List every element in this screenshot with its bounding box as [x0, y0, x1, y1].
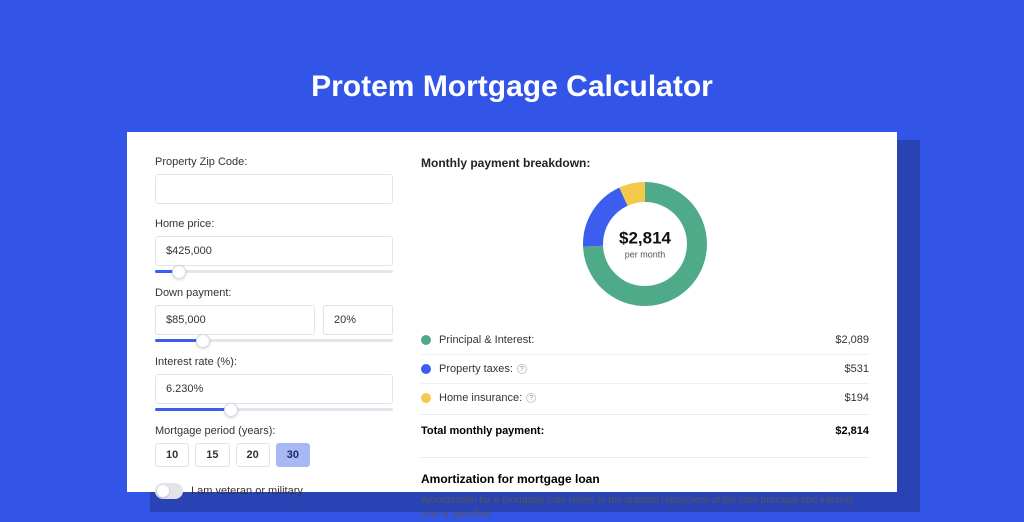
info-icon[interactable]: ?: [526, 393, 536, 403]
legend-dot: [421, 393, 431, 403]
zip-label: Property Zip Code:: [155, 156, 393, 168]
down-payment-amount-input[interactable]: [155, 305, 315, 335]
breakdown-item-label: Principal & Interest:: [439, 334, 835, 346]
breakdown-item: Home insurance:?$194: [421, 384, 869, 412]
legend-dot: [421, 335, 431, 345]
home-price-field: Home price:: [155, 218, 393, 273]
interest-input[interactable]: [155, 374, 393, 404]
amortization-text: Amortization for a mortgage loan refers …: [421, 494, 869, 522]
period-label: Mortgage period (years):: [155, 425, 393, 437]
period-button-15[interactable]: 15: [195, 443, 229, 467]
breakdown-item: Principal & Interest:$2,089: [421, 326, 869, 355]
veteran-label: I am veteran or military: [191, 485, 303, 497]
home-price-input[interactable]: [155, 236, 393, 266]
period-field: Mortgage period (years): 1015 2030: [155, 425, 393, 467]
total-label: Total monthly payment:: [421, 425, 544, 437]
total-value: $2,814: [835, 425, 869, 437]
page-title: Protem Mortgage Calculator: [0, 0, 1024, 132]
zip-field: Property Zip Code:: [155, 156, 393, 204]
calculator-panel: Property Zip Code: Home price: Down paym…: [127, 132, 897, 492]
breakdown-item: Property taxes:?$531: [421, 355, 869, 384]
breakdown-item-label: Home insurance:?: [439, 392, 845, 404]
veteran-row: I am veteran or military: [155, 483, 393, 499]
input-column: Property Zip Code: Home price: Down paym…: [155, 156, 393, 492]
donut-center: $2,814 per month: [619, 229, 671, 260]
home-price-label: Home price:: [155, 218, 393, 230]
donut-wrap: $2,814 per month: [421, 180, 869, 308]
down-payment-field: Down payment:: [155, 287, 393, 342]
down-payment-slider[interactable]: [155, 339, 393, 342]
donut-subtitle: per month: [619, 250, 671, 260]
amortization-block: Amortization for mortgage loan Amortizat…: [421, 457, 869, 522]
interest-field: Interest rate (%):: [155, 356, 393, 411]
amortization-title: Amortization for mortgage loan: [421, 472, 869, 486]
total-row: Total monthly payment: $2,814: [421, 414, 869, 451]
zip-input[interactable]: [155, 174, 393, 204]
down-payment-pct-input[interactable]: [323, 305, 393, 335]
period-button-20[interactable]: 20: [236, 443, 270, 467]
breakdown-item-label: Property taxes:?: [439, 363, 845, 375]
breakdown-item-value: $194: [845, 392, 869, 404]
info-icon[interactable]: ?: [517, 364, 527, 374]
period-button-30[interactable]: 30: [276, 443, 310, 467]
legend-dot: [421, 364, 431, 374]
breakdown-column: Monthly payment breakdown: $2,814 per mo…: [421, 156, 869, 492]
donut-amount: $2,814: [619, 229, 671, 249]
breakdown-title: Monthly payment breakdown:: [421, 156, 869, 170]
interest-label: Interest rate (%):: [155, 356, 393, 368]
period-button-10[interactable]: 10: [155, 443, 189, 467]
veteran-toggle[interactable]: [155, 483, 183, 499]
down-payment-label: Down payment:: [155, 287, 393, 299]
interest-slider[interactable]: [155, 408, 393, 411]
breakdown-item-value: $2,089: [835, 334, 869, 346]
donut-chart: $2,814 per month: [581, 180, 709, 308]
breakdown-item-value: $531: [845, 363, 869, 375]
home-price-slider[interactable]: [155, 270, 393, 273]
